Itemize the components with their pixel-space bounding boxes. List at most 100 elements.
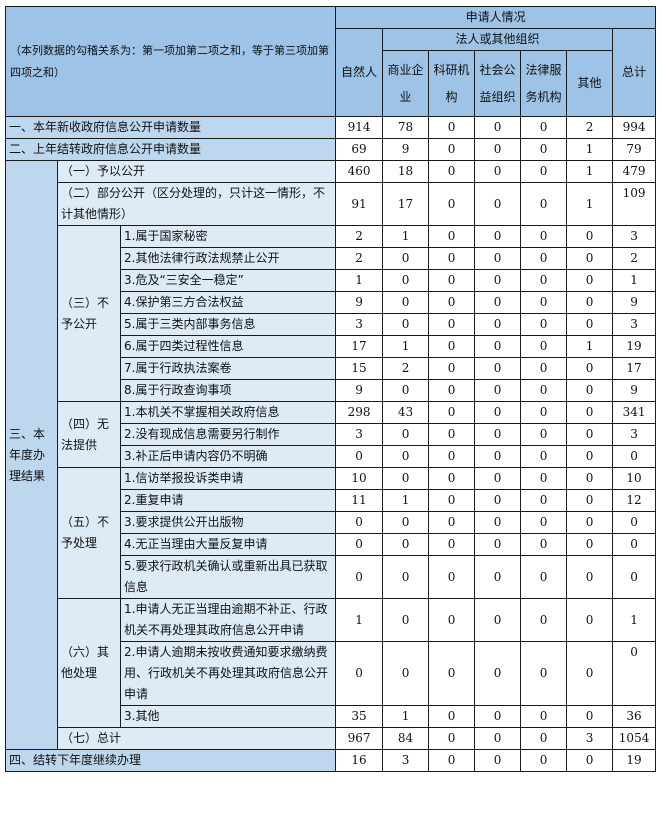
value-legal-service: 0 [520,423,568,446]
value-total: 19 [612,749,657,772]
value-other: 0 [566,313,614,336]
value-total: 1054 [612,727,657,750]
value-research: 0 [428,357,476,380]
value-legal-service: 0 [520,511,568,534]
group-label: （二）部分公开（区分处理的，只计这一情形，不计其他情形） [56,182,337,226]
value-business: 1 [382,705,430,728]
value-research: 0 [428,467,476,490]
value-research: 0 [428,641,476,706]
value-natural-person: 16 [335,749,384,772]
value-other: 0 [566,269,614,292]
value-total: 0 [612,445,657,468]
value-public-welfare: 0 [474,511,522,534]
value-research: 0 [428,555,476,599]
value-public-welfare: 0 [474,247,522,270]
value-other: 3 [566,727,614,750]
value-natural-person: 91 [335,182,384,226]
value-research: 0 [428,313,476,336]
item-label: 1.本机关不掌握相关政府信息 [119,401,337,424]
section-label: 三、本年度办理结果 [5,160,58,750]
value-natural-person: 298 [335,401,384,424]
value-research: 0 [428,335,476,358]
value-natural-person: 10 [335,467,384,490]
value-natural-person: 1 [335,598,384,642]
value-natural-person: 15 [335,357,384,380]
col-legal-service: 法律服务机构 [520,50,568,117]
value-total: 3 [612,313,657,336]
value-other: 0 [566,489,614,512]
value-legal-service: 0 [520,138,568,161]
value-legal-service: 0 [520,727,568,750]
value-legal-service: 0 [520,489,568,512]
value-other: 0 [566,225,614,248]
table-row: 2.其他法律行政法规禁止公开 2 0 0 0 0 0 2 [6,247,657,270]
value-business: 18 [382,160,430,183]
value-research: 0 [428,269,476,292]
value-public-welfare: 0 [474,313,522,336]
value-total: 479 [612,160,657,183]
value-research: 0 [428,291,476,314]
value-public-welfare: 0 [474,182,522,226]
table-row: 4.无正当理由大量反复申请 0 0 0 0 0 0 0 [6,533,657,556]
value-other: 2 [566,116,614,139]
value-public-welfare: 0 [474,401,522,424]
value-legal-service: 0 [520,401,568,424]
value-research: 0 [428,138,476,161]
item-label: 3.要求提供公开出版物 [119,511,337,534]
table-row: （五）不予处理 1.信访举报投诉类申请 10 0 0 0 0 0 10 [6,467,657,599]
value-other: 0 [566,291,614,314]
value-legal-service: 0 [520,555,568,599]
value-total: 0 [612,533,657,556]
item-label: 1.申请人无正当理由逾期不补正、行政机关不再处理其政府信息公开申请 [119,598,337,642]
value-business: 0 [382,269,430,292]
value-business: 43 [382,401,430,424]
group-label: （四）无法提供 [57,401,121,468]
group-label: （六）其他处理 [57,598,121,728]
value-business: 1 [382,335,430,358]
item-label: 2.申请人逾期未按收费通知要求缴纳费用、行政机关不再处理其政府信息公开申请 [119,641,337,706]
value-research: 0 [428,511,476,534]
row-label: 二、上年结转政府信息公开申请数量 [4,138,337,161]
value-business: 0 [382,467,430,490]
value-legal-service: 0 [520,598,568,642]
value-total: 1 [612,269,657,292]
value-other: 0 [566,247,614,270]
value-total: 0 [612,555,657,599]
table-row: 2.重复申请 11 1 0 0 0 0 12 [6,489,657,512]
value-legal-service: 0 [520,247,568,270]
value-business: 0 [382,423,430,446]
table-row: 2.没有现成信息需要另行制作 3 0 0 0 0 0 3 [6,423,657,446]
item-label: 8.属于行政查询事项 [119,379,337,402]
value-public-welfare: 0 [474,705,522,728]
table-row: 6.属于四类过程性信息 17 1 0 0 0 1 19 [6,335,657,358]
value-other: 0 [566,555,614,599]
item-label: 4.无正当理由大量反复申请 [119,533,337,556]
value-business: 0 [382,555,430,599]
value-research: 0 [428,379,476,402]
value-research: 0 [428,160,476,183]
value-public-welfare: 0 [474,489,522,512]
value-legal-service: 0 [520,467,568,490]
value-public-welfare: 0 [474,357,522,380]
value-other: 0 [566,641,614,706]
value-research: 0 [428,533,476,556]
value-research: 0 [428,225,476,248]
value-total: 341 [612,401,657,424]
value-public-welfare: 0 [474,225,522,248]
table-row: 四、结转下年度继续办理 16 3 0 0 0 0 19 [4,749,657,772]
value-legal-service: 0 [520,335,568,358]
value-business: 0 [382,511,430,534]
value-legal-service: 0 [520,445,568,468]
value-total: 2 [612,247,657,270]
value-natural-person: 35 [335,705,384,728]
value-research: 0 [428,489,476,512]
value-legal-service: 0 [520,357,568,380]
value-natural-person: 3 [335,313,384,336]
table-row: （四）无法提供 1.本机关不掌握相关政府信息 298 43 0 0 0 0 341 [6,401,657,468]
table-row: 8.属于行政查询事项 9 0 0 0 0 0 9 [6,379,657,402]
value-public-welfare: 0 [474,727,522,750]
row-label: 一、本年新收政府信息公开申请数量 [4,116,337,139]
value-research: 0 [428,598,476,642]
item-label: 2.其他法律行政法规禁止公开 [119,247,337,270]
value-research: 0 [428,401,476,424]
